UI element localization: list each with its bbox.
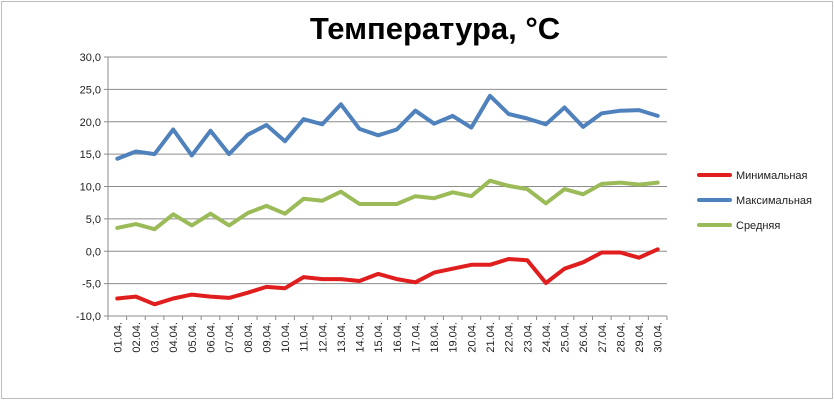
x-tick-label: 26.04. xyxy=(578,322,590,353)
x-tick-label: 17.04. xyxy=(410,322,422,353)
x-tick-label: 19.04. xyxy=(448,322,460,353)
x-tick-label: 18.04. xyxy=(429,322,441,353)
y-axis-ticks: -10,0 -5,0 0,0 5,0 10,0 15,0 20,0 25,0 30,0 xyxy=(76,52,108,323)
chart-title: Температура, °C xyxy=(310,11,560,46)
x-tick-label: 28.04. xyxy=(615,322,627,353)
series-line-Максимальная xyxy=(115,93,660,161)
y-tick-label: -10,0 xyxy=(76,311,101,323)
x-tick-label: 06.04. xyxy=(205,322,217,353)
x-tick-label: 13.04. xyxy=(336,322,348,353)
y-tick-label: 20,0 xyxy=(80,117,101,129)
x-tick-label: 07.04. xyxy=(224,322,236,353)
x-axis-ticks: 01.04. 02.04. 03.04. 04.04. 05.04. 06.04. 07.0… xyxy=(107,316,668,353)
legend-label: Минимальная xyxy=(736,170,808,182)
x-tick-label: 09.04. xyxy=(261,322,273,353)
x-tick-label: 30.04. xyxy=(653,322,665,353)
x-tick-label: 25.04. xyxy=(560,322,572,353)
x-tick-label: 27.04. xyxy=(597,322,609,353)
x-tick-label: 11.04. xyxy=(299,322,311,352)
x-tick-label: 16.04. xyxy=(392,322,404,353)
legend-label: Средняя xyxy=(736,220,780,232)
series-line-Минимальная xyxy=(115,247,660,307)
x-tick-label: 21.04. xyxy=(485,322,497,353)
y-tick-label: 15,0 xyxy=(80,149,101,161)
y-tick-label: 10,0 xyxy=(80,182,101,194)
series-line-Средняя xyxy=(115,178,660,232)
y-tick-label: -5,0 xyxy=(82,279,101,291)
legend: Минимальная Максимальная Средняя xyxy=(697,170,812,232)
y-tick-label: 30,0 xyxy=(80,52,101,64)
x-tick-label: 08.04. xyxy=(243,322,255,353)
x-tick-label: 23.04. xyxy=(522,322,534,353)
x-tick-label: 02.04. xyxy=(131,322,143,353)
x-tick-label: 24.04. xyxy=(541,322,553,353)
x-tick-label: 29.04. xyxy=(634,322,646,353)
series-lines xyxy=(115,93,660,307)
legend-label: Максимальная xyxy=(736,195,812,207)
x-tick-label: 14.04. xyxy=(355,322,367,353)
x-tick-label: 03.04. xyxy=(150,322,162,353)
x-tick-label: 15.04. xyxy=(373,322,385,353)
y-tick-label: 0,0 xyxy=(86,246,101,258)
x-tick-label: 01.04. xyxy=(112,322,124,353)
y-tick-label: 5,0 xyxy=(86,214,101,226)
x-tick-label: 12.04. xyxy=(317,322,329,353)
y-tick-label: 25,0 xyxy=(80,84,101,96)
x-tick-label: 05.04. xyxy=(187,322,199,353)
x-tick-label: 10.04. xyxy=(280,322,292,353)
x-tick-label: 22.04. xyxy=(504,322,516,353)
x-tick-label: 20.04. xyxy=(466,322,478,353)
x-tick-label: 04.04. xyxy=(168,322,180,353)
